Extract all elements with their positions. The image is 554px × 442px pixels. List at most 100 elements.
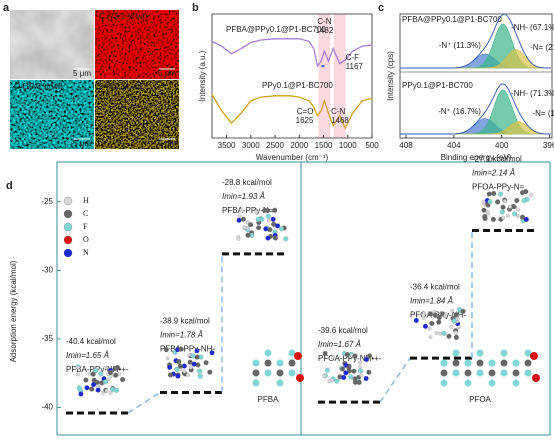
atom [432,312,438,318]
annotation-label: C-N [331,107,345,116]
atom [177,363,183,369]
atom [529,193,533,198]
atom [502,199,507,203]
sample-label: PFBA@PPy0.1@P1-BC700 [402,15,502,24]
plot-frame [399,13,553,139]
scale-label: 5 μm [158,139,176,148]
atom [83,377,89,383]
component-label: -NH- (71.3%) [511,89,554,98]
atom [167,364,173,370]
atom [197,368,203,374]
panel-label: b [192,2,199,14]
x-tick-label: 1000 [339,141,357,150]
atom [523,189,529,195]
atom [334,378,340,384]
atom [91,377,97,383]
c-atom [452,359,460,367]
band [318,14,331,138]
f-atom [488,379,496,387]
atom [358,365,362,369]
atom [434,331,439,335]
atom [167,372,173,378]
distance-label: Imin=1.93 Å [222,192,265,201]
atom [449,325,454,329]
energy-label: -36.4 kcal/mol [410,282,460,291]
atom [104,388,109,393]
atom [90,371,96,377]
atom [413,317,419,323]
f-atom [440,379,448,387]
atom [242,225,247,230]
f-atom [464,359,472,367]
plot-frame [211,13,373,139]
scale-label: 5 μm [73,139,91,148]
f-atom [452,349,460,357]
atom [98,371,104,377]
atom [460,308,466,314]
annotation-label: C-N [317,17,331,26]
atom [512,211,518,217]
annotation-label: C-F [346,53,359,62]
c-atom [464,369,472,377]
component-label: -N⁺ (11.3%) [439,41,482,50]
component-label: -N= (12.0%) [532,109,554,118]
atom [95,384,100,389]
f-atom [500,369,508,377]
atom [429,320,435,326]
atom [427,326,432,331]
atom [120,377,126,383]
atom [436,315,442,321]
atom [248,222,254,228]
atom [453,312,459,318]
atom [236,217,242,223]
atom [265,235,271,241]
atom [499,209,505,215]
y-tick-label: -40 [41,403,53,412]
atom [446,333,452,339]
atom [453,334,459,340]
atom [441,330,447,336]
atom [113,372,119,378]
atom [113,387,119,393]
c-atom [288,359,296,367]
atom [340,366,346,372]
atom [191,361,197,367]
atom [359,373,363,378]
x-tick-label: 2000 [290,141,308,150]
atom [366,369,372,375]
f-atom [264,369,272,377]
f-atom [524,369,532,377]
f-atom [252,359,260,367]
atom [346,365,352,371]
atom [482,214,488,220]
energy-label: -39.6 kcal/mol [318,326,368,335]
f-atom [500,349,508,357]
atom [283,236,289,242]
o-atom [532,374,540,382]
atom [451,318,457,324]
atom [495,199,501,205]
component-label: -NH- (67.1%) [511,23,554,32]
atom [262,207,268,213]
atom [450,309,455,313]
atom [108,390,113,395]
atom-legend-marker [63,222,73,232]
atom [237,213,242,218]
atom [421,316,426,320]
atom [500,204,506,210]
atom [187,359,193,365]
x-tick-label: 2500 [266,141,284,150]
panel-label: d [6,180,13,192]
atom [254,210,259,215]
atom [322,350,328,356]
o-atom [294,352,302,360]
atom [108,370,114,376]
atom [515,214,520,218]
atom-legend-label: O [83,235,89,244]
atom [197,373,203,379]
atom [485,210,490,214]
c-atom [500,359,508,367]
atom [265,213,271,219]
state-label: PFBA-PPy-NH- [160,345,215,354]
band [333,14,346,138]
